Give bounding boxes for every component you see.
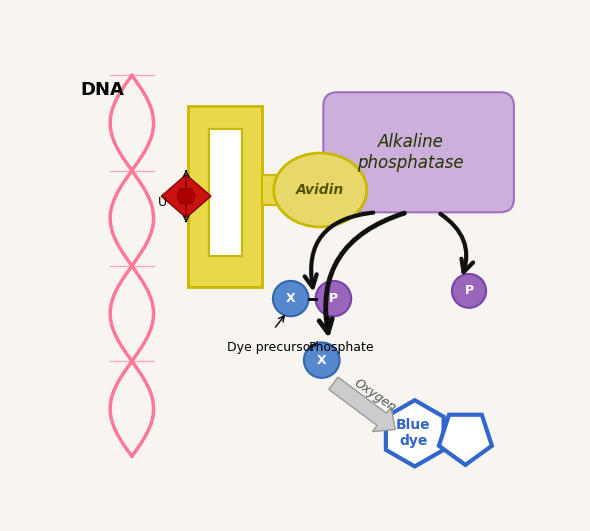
Text: X: X — [317, 354, 326, 367]
Polygon shape — [177, 189, 195, 204]
Text: P: P — [464, 285, 474, 297]
Circle shape — [452, 274, 486, 308]
FancyBboxPatch shape — [323, 92, 514, 212]
Text: Blue
dye: Blue dye — [396, 418, 431, 448]
Polygon shape — [329, 377, 395, 432]
Polygon shape — [161, 175, 186, 218]
Text: Dye precursor: Dye precursor — [227, 341, 316, 354]
Text: U: U — [158, 196, 166, 209]
Polygon shape — [188, 106, 262, 287]
Polygon shape — [439, 415, 492, 465]
FancyArrowPatch shape — [319, 213, 404, 333]
Text: Oxygen: Oxygen — [351, 376, 398, 415]
FancyArrowPatch shape — [440, 214, 473, 272]
Text: Avidin: Avidin — [296, 183, 345, 197]
FancyArrowPatch shape — [304, 212, 373, 287]
Text: Phosphate: Phosphate — [309, 341, 374, 354]
Text: X: X — [286, 292, 296, 305]
Circle shape — [304, 342, 340, 378]
Polygon shape — [262, 175, 291, 204]
Text: P: P — [329, 292, 338, 305]
Polygon shape — [209, 129, 242, 256]
Polygon shape — [186, 175, 211, 218]
Circle shape — [273, 281, 309, 316]
Circle shape — [316, 281, 351, 316]
Polygon shape — [386, 400, 444, 466]
Text: Alkaline
phosphatase: Alkaline phosphatase — [357, 133, 464, 172]
Ellipse shape — [274, 153, 367, 227]
Text: DNA: DNA — [80, 81, 124, 99]
